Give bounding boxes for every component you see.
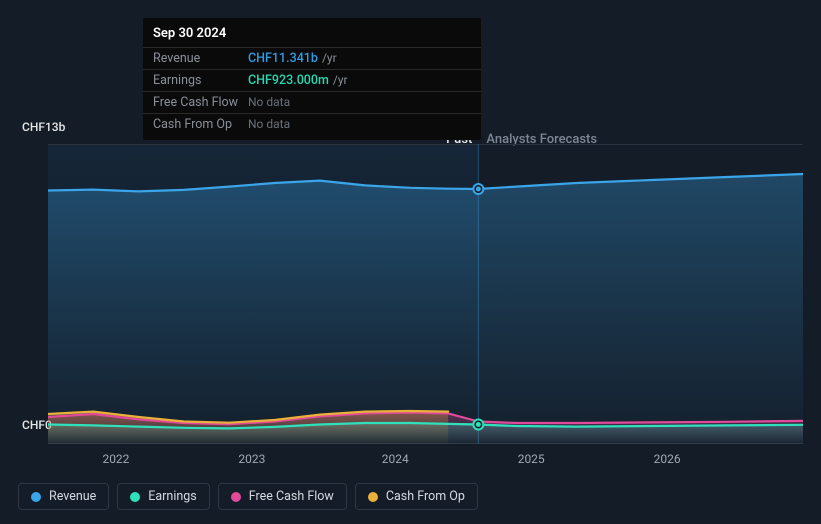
tooltip-metric-label: Earnings [153,73,248,88]
legend-label: Revenue [49,489,96,504]
x-axis-label: 2022 [102,452,129,466]
tooltip-nodata: No data [248,117,290,131]
tooltip-row: Free Cash FlowNo data [143,91,481,113]
y-axis-top-label: CHF13b [22,120,65,134]
legend-item-revenue[interactable]: Revenue [18,483,109,510]
chart-tooltip: Sep 30 2024 RevenueCHF11.341b/yrEarnings… [143,18,481,140]
legend-label: Earnings [148,489,196,504]
tooltip-metric-suffix: /yr [322,51,337,65]
x-axis-label: 2024 [382,452,409,466]
tooltip-row: RevenueCHF11.341b/yr [143,47,481,69]
legend-swatch [368,492,378,502]
tooltip-metric-value: CHF923.000m [248,73,329,88]
tooltip-metric-value: CHF11.341b [248,51,318,66]
legend-label: Cash From Op [386,489,465,504]
tooltip-row: Cash From OpNo data [143,113,481,140]
chart-legend: Revenue Earnings Free Cash Flow Cash From O… [18,483,478,510]
tooltip-date: Sep 30 2024 [143,18,481,47]
tooltip-metric-label: Free Cash Flow [153,95,248,110]
plot-area [48,144,803,444]
legend-swatch [130,492,140,502]
legend-swatch [231,492,241,502]
x-axis-label: 2026 [654,452,681,466]
tooltip-metric-suffix: /yr [333,73,348,87]
x-axis-label: 2025 [518,452,545,466]
tooltip-row: EarningsCHF923.000m/yr [143,69,481,91]
tooltip-nodata: No data [248,95,290,109]
x-axis-label: 2023 [238,452,265,466]
tooltip-metric-label: Revenue [153,51,248,66]
legend-label: Free Cash Flow [249,489,334,504]
tooltip-metric-label: Cash From Op [153,117,248,132]
legend-item-free-cash-flow[interactable]: Free Cash Flow [218,483,347,510]
legend-item-cash-from-op[interactable]: Cash From Op [355,483,478,510]
legend-item-earnings[interactable]: Earnings [117,483,209,510]
legend-swatch [31,492,41,502]
earnings-revenue-chart: CHF13b CHF0 Past Analysts Forecasts 2022… [18,120,803,460]
